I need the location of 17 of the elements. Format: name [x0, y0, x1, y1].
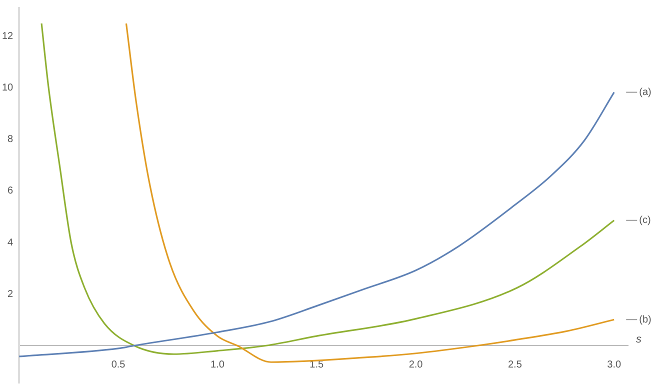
x-tick-label: 2.0 — [408, 359, 424, 370]
x-axis-title: s — [636, 334, 642, 346]
x-tick-label: 3.0 — [607, 359, 622, 370]
y-tick-label: 4 — [8, 237, 14, 248]
y-tick-label: 8 — [8, 134, 14, 146]
text: (b) — [639, 314, 652, 326]
y-tick-label: 12 — [2, 31, 14, 42]
line-series — [40, 22, 615, 355]
line-series — [18, 91, 615, 358]
x-tick-label: 0.5 — [111, 359, 126, 370]
x-tick-label: 1.0 — [210, 359, 225, 370]
y-tick-label: 10 — [2, 82, 14, 94]
x-tick-label: 2.5 — [508, 359, 522, 370]
y-tick-label: 6 — [8, 186, 14, 197]
y-tick-label: 2 — [8, 288, 14, 300]
text: (c) — [639, 215, 651, 226]
text: (a) — [639, 87, 652, 98]
